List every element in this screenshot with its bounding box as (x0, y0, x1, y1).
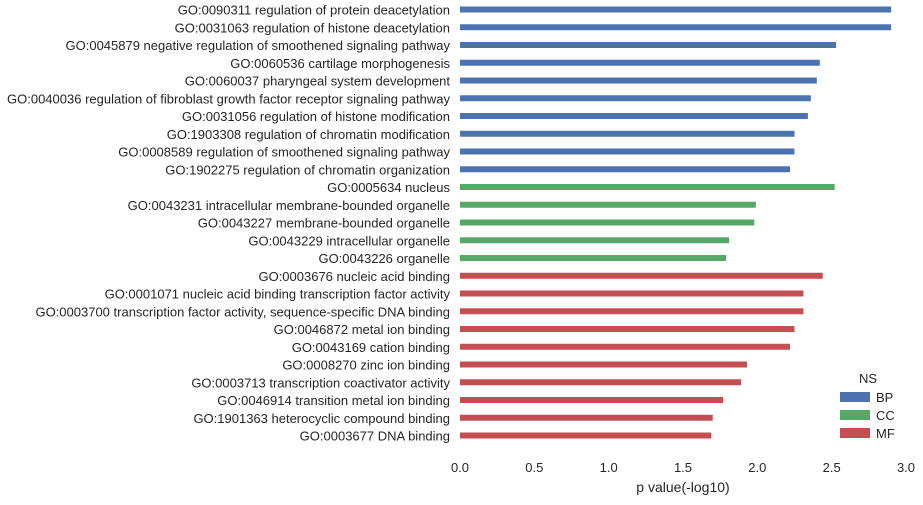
bar-bp (460, 59, 820, 66)
bar-mf (460, 290, 804, 297)
y-tick-label: GO:0003676 nucleic acid binding (258, 269, 450, 284)
x-tick-label: 0.5 (525, 460, 543, 475)
bar-mf (460, 272, 823, 279)
y-tick-label: GO:0043169 cation binding (292, 340, 450, 355)
y-tick-label: GO:0008270 zinc ion binding (282, 358, 450, 373)
legend-entry-cc: CC (876, 408, 895, 423)
bar-mf (460, 397, 724, 403)
legend-entry-bp: BP (876, 390, 893, 405)
y-tick-label: GO:0090311 regulation of protein deacety… (178, 3, 450, 18)
x-tick-label: 1.5 (674, 460, 692, 475)
x-tick-label: 2.0 (748, 460, 766, 475)
y-tick-label: GO:0046872 metal ion binding (274, 322, 450, 337)
bar-mf (460, 379, 741, 386)
y-tick-label: GO:0043231 intracellular membrane-bounde… (128, 198, 450, 213)
y-tick-label: GO:0043229 intracellular organelle (248, 233, 450, 248)
legend: NS BP CC MF (840, 371, 895, 441)
bar-bp (460, 6, 892, 13)
bar-mf (460, 308, 804, 315)
y-tick-label: GO:0031056 regulation of histone modific… (182, 109, 450, 124)
y-tick-label: GO:0040036 regulation of fibroblast grow… (7, 91, 450, 106)
x-tick-label: 1.0 (600, 460, 618, 475)
y-tick-label: GO:1903308 regulation of chromatin modif… (167, 127, 450, 142)
bar-bp (460, 166, 791, 173)
bar-mf (460, 414, 713, 421)
bar-bp (460, 130, 795, 137)
y-tick-label: GO:0043226 organelle (318, 251, 450, 266)
bar-cc (460, 201, 756, 208)
bar-mf (460, 326, 795, 332)
y-tick-label: GO:1902275 regulation of chromatin organ… (165, 162, 450, 177)
y-tick-label: GO:0003713 transcription coactivator act… (191, 375, 450, 390)
x-axis-label: p value(-log10) (636, 479, 729, 495)
bar-cc (460, 219, 755, 226)
y-tick-label: GO:0031063 regulation of histone deacety… (175, 20, 450, 35)
y-tick-label: GO:0060037 pharyngeal system development (185, 74, 451, 89)
bars-layer (460, 6, 892, 439)
y-tick-label: GO:0005634 nucleus (327, 180, 450, 195)
legend-swatch-bp (840, 392, 870, 402)
y-tick-labels: GO:0090311 regulation of protein deacety… (7, 3, 450, 444)
legend-title: NS (859, 371, 877, 386)
x-tick-labels: 0.0 0.5 1.0 1.5 2.0 2.5 3.0 (451, 460, 915, 475)
bar-mf (460, 361, 747, 368)
legend-entry-mf: MF (876, 426, 895, 441)
y-tick-label: GO:0003700 transcription factor activity… (35, 304, 450, 319)
x-tick-label: 0.0 (451, 460, 469, 475)
bar-mf (460, 343, 791, 350)
bar-bp (460, 24, 892, 31)
bar-bp (460, 113, 808, 119)
x-tick-label: 3.0 (897, 460, 915, 475)
bar-bp (460, 148, 795, 155)
y-tick-label: GO:1901363 heterocyclic compound binding (193, 411, 450, 426)
y-tick-label: GO:0001071 nucleic acid binding transcri… (105, 287, 451, 302)
legend-swatch-cc (840, 410, 870, 420)
x-tick-label: 2.5 (823, 460, 841, 475)
y-tick-label: GO:0003677 DNA binding (300, 429, 450, 444)
y-tick-label: GO:0045879 negative regulation of smooth… (66, 38, 451, 53)
y-tick-label: GO:0046914 transition metal ion binding (217, 393, 450, 408)
y-tick-label: GO:0060536 cartilage morphogenesis (230, 56, 450, 71)
legend-swatch-mf (840, 428, 870, 438)
y-tick-label: GO:0043227 membrane-bounded organelle (198, 216, 450, 231)
bar-bp (460, 95, 811, 102)
y-tick-label: GO:0008589 regulation of smoothened sign… (118, 145, 450, 160)
bar-cc (460, 237, 730, 244)
bar-mf (460, 432, 712, 439)
bar-cc (460, 255, 727, 261)
bar-bp (460, 42, 837, 48)
bar-cc (460, 184, 835, 190)
bar-bp (460, 77, 817, 84)
